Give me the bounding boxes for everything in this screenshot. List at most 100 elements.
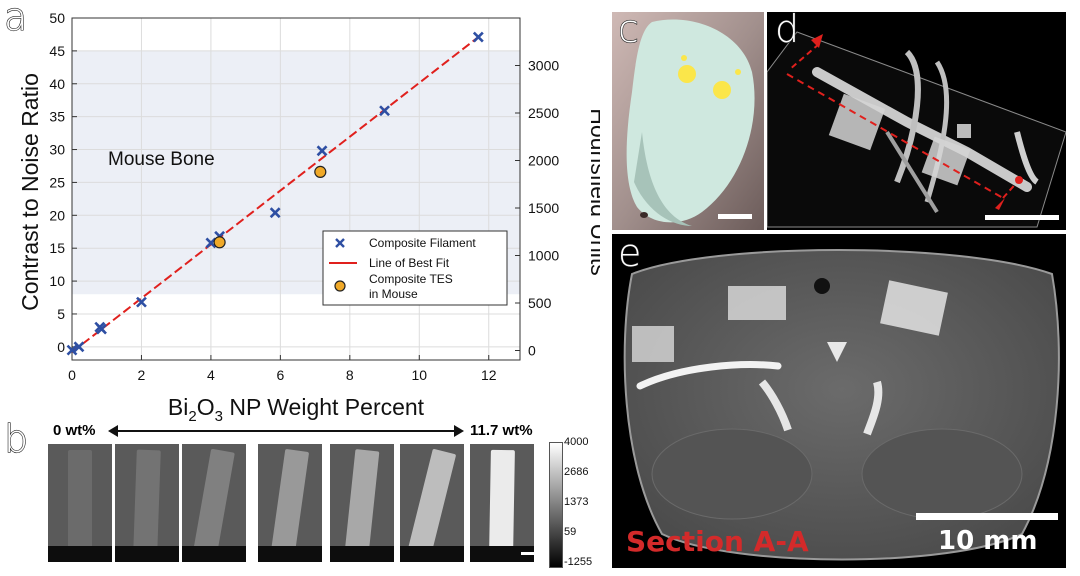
x-mark <box>379 105 390 117</box>
scale-bar-d <box>985 215 1059 220</box>
range-start-label: 0 wt% <box>53 422 96 439</box>
y-tick-label: 20 <box>49 207 65 223</box>
y2-tick-label: 3000 <box>528 58 559 74</box>
colorbar-tick-label: 59 <box>564 526 577 538</box>
composite-filament-point <box>205 237 217 249</box>
x-mark <box>472 31 484 43</box>
y-tick-label: 40 <box>49 76 65 92</box>
composite-filament-point <box>269 207 281 219</box>
band-label: Mouse Bone <box>108 149 215 170</box>
slice-base <box>400 546 464 562</box>
filament-slice <box>400 444 464 562</box>
y-tick-label: 45 <box>49 43 65 59</box>
y2-tick-label: 500 <box>528 295 552 311</box>
panel-letter-b: b <box>3 417 29 461</box>
legend-circle <box>334 280 346 292</box>
scale-bar-e <box>916 513 1058 520</box>
x-tick-label: 8 <box>346 367 354 383</box>
x-mark <box>96 323 107 335</box>
filament-slices <box>0 444 600 568</box>
y2-tick-label: 2500 <box>528 105 559 121</box>
y2-tick-label: 2000 <box>528 153 559 169</box>
slice-base <box>330 546 394 562</box>
y2-tick-label: 0 <box>528 343 536 359</box>
scaffold-implant <box>728 286 786 320</box>
panel-letter-c: c <box>617 12 639 51</box>
composite-filament-point <box>379 105 390 117</box>
y2-axis-label: Hounsfield Units <box>586 108 600 275</box>
composite-filament-point <box>96 323 107 335</box>
scaffold-implant <box>828 93 886 151</box>
colorbar-tick-label: 1373 <box>564 496 589 508</box>
legend-item: Line of Best Fit <box>329 256 450 270</box>
x-tick-label: 4 <box>207 367 215 383</box>
y-tick-label: 25 <box>49 174 65 190</box>
panel-d: d <box>767 12 1066 230</box>
cnr-chart: 0 2 4 6 8 10 120510152025303540455005001000150… <box>17 10 600 425</box>
y-tick-label: 50 <box>49 10 65 26</box>
y-tick-label: 10 <box>49 273 65 289</box>
filament-slice <box>470 444 534 562</box>
filament-slice <box>115 444 179 562</box>
legend-box <box>322 230 508 306</box>
panel-c: c <box>612 12 764 230</box>
panel-letter-a: a <box>3 0 28 39</box>
composite-filament-point <box>73 341 85 353</box>
composite-filament-point <box>316 145 328 157</box>
y-tick-label: 30 <box>49 142 65 158</box>
y-axis-label: Contrast to Noise Ratio <box>17 73 43 311</box>
x-tick-label: 2 <box>138 367 146 383</box>
ct-cross-section <box>623 249 1060 561</box>
filament-slice <box>330 444 394 562</box>
composite-tes-point <box>213 236 226 249</box>
composite-filament-point <box>472 31 484 43</box>
y-tick-label: 0 <box>57 339 65 355</box>
implant-marker <box>713 81 731 99</box>
slice-base <box>48 546 112 562</box>
mouse-photo <box>612 12 764 230</box>
range-arrow <box>108 425 464 437</box>
colorbar-tick-label: -1255 <box>564 556 593 568</box>
implant-marker <box>678 65 696 83</box>
x-mark <box>66 344 78 356</box>
composite-filament-point <box>136 296 147 308</box>
composite-filament-point <box>66 344 78 356</box>
filament-slice <box>258 444 322 562</box>
y2-tick-label: 1500 <box>528 200 559 216</box>
filament-body <box>344 449 380 555</box>
filament-body <box>68 450 92 554</box>
range-end-label: 11.7 wt% <box>470 422 533 439</box>
x-axis-label: Bi2O3 NP Weight Percent <box>168 394 425 425</box>
panel-letter-d: d <box>774 12 800 51</box>
colorbar-tick-label: 2686 <box>564 466 589 478</box>
legend-x <box>335 238 345 248</box>
x-tick-label: 0 <box>68 367 76 383</box>
colorbar-tick-label: 4000 <box>564 436 589 448</box>
y2-tick-label: 1000 <box>528 248 559 264</box>
section-label: Section A-A <box>626 525 809 558</box>
filament-body <box>407 448 457 556</box>
legend-label: Composite Filament <box>369 236 476 250</box>
filament-body <box>133 449 161 555</box>
slice-base <box>258 546 322 562</box>
colorbar <box>549 442 563 568</box>
x-mark <box>205 237 217 249</box>
filament-body <box>489 449 515 555</box>
y-tick-label: 5 <box>57 306 65 322</box>
panel-b: b 0 wt% 11.7 wt% 4000 2686 1373 59 -1255 <box>0 418 600 574</box>
scale-bar-b <box>521 552 539 555</box>
slice-base <box>182 546 246 562</box>
slice-base <box>115 546 179 562</box>
x-tick-label: 12 <box>481 367 497 383</box>
y-tick-label: 35 <box>49 109 65 125</box>
filament-slice <box>48 444 112 562</box>
panel-letter-e: e <box>617 234 642 275</box>
scaffold-implant <box>880 280 948 336</box>
y-tick-label: 15 <box>49 240 65 256</box>
slice-base <box>470 546 534 562</box>
scaffold-implant <box>632 326 674 362</box>
colorbar-ticks: 4000 2686 1373 59 -1255 <box>564 436 604 576</box>
legend-label: Line of Best Fit <box>369 256 450 270</box>
x-mark <box>269 207 281 219</box>
scale-bar-c <box>718 214 752 219</box>
